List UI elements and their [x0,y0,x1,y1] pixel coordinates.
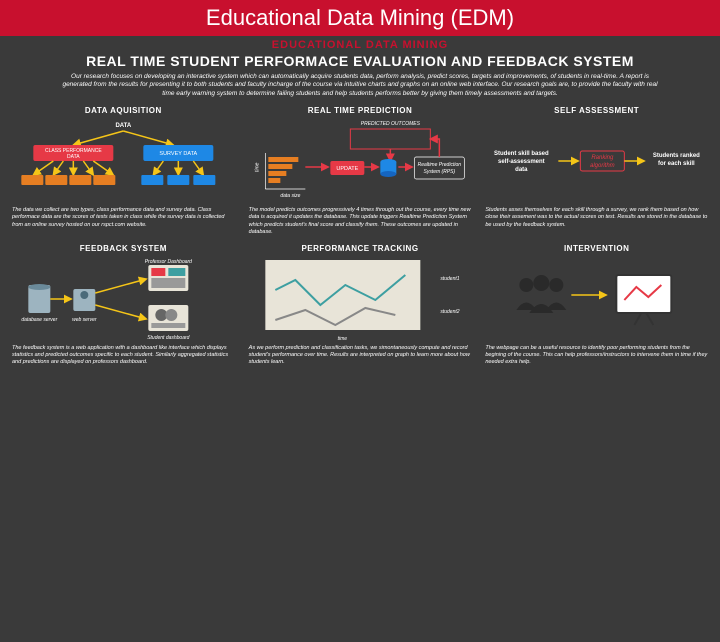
page-title: Educational Data Mining (EDM) [206,5,514,31]
svg-text:UPDATE: UPDATE [336,166,358,172]
svg-text:Student dashboard: Student dashboard [147,335,189,341]
svg-text:Ranking: Ranking [592,155,615,161]
svg-text:data size: data size [280,193,300,199]
svg-text:web server: web server [72,317,97,323]
svg-text:time: time [254,163,260,173]
subtitle: EDUCATIONAL DATA MINING [0,39,720,51]
svg-text:Students ranked: Students ranked [653,153,700,159]
svg-text:Realtime Prediction: Realtime Prediction [417,162,461,168]
perf-chart: student1 student2 time [245,255,476,343]
svg-text:DATA: DATA [67,154,80,160]
legend-s1: student1 [440,276,459,282]
feedback-diagram: Professor Dashboard database server web … [8,255,239,343]
svg-text:System (RPS): System (RPS) [423,169,455,175]
svg-text:database server: database server [21,317,57,323]
svg-text:algorithm: algorithm [590,163,615,169]
legend-s2: student2 [440,309,459,315]
main-title: REAL TIME STUDENT PERFORMACE EVALUATION … [0,53,720,69]
svg-text:Student skill based: Student skill based [494,151,549,157]
svg-text:data: data [515,167,528,173]
chart-bg [265,260,420,330]
svg-text:time: time [337,336,347,342]
self-assess-diagram: Student skill based self-assessment data… [481,117,712,205]
svg-text:for each skill: for each skill [658,161,695,167]
svg-text:PREDICTED OUTCOMES: PREDICTED OUTCOMES [360,121,420,127]
realtime-diagram: PREDICTED OUTCOMES time data size UPDATE [245,117,476,205]
title-bar: Educational Data Mining (EDM) [0,0,720,36]
svg-text:SURVEY DATA: SURVEY DATA [159,151,197,157]
data-label: DATA [115,123,131,129]
intervention-diagram [481,255,712,343]
people-icon [517,275,567,313]
intro-text: Our research focuses on developing an in… [0,69,720,102]
svg-text:Professor Dashboard: Professor Dashboard [145,259,192,265]
svg-text:self-assessment: self-assessment [498,159,545,165]
data-acq-diagram: DATA CLASS PERFORMANCE DATA SURVEY DATA [8,117,239,205]
